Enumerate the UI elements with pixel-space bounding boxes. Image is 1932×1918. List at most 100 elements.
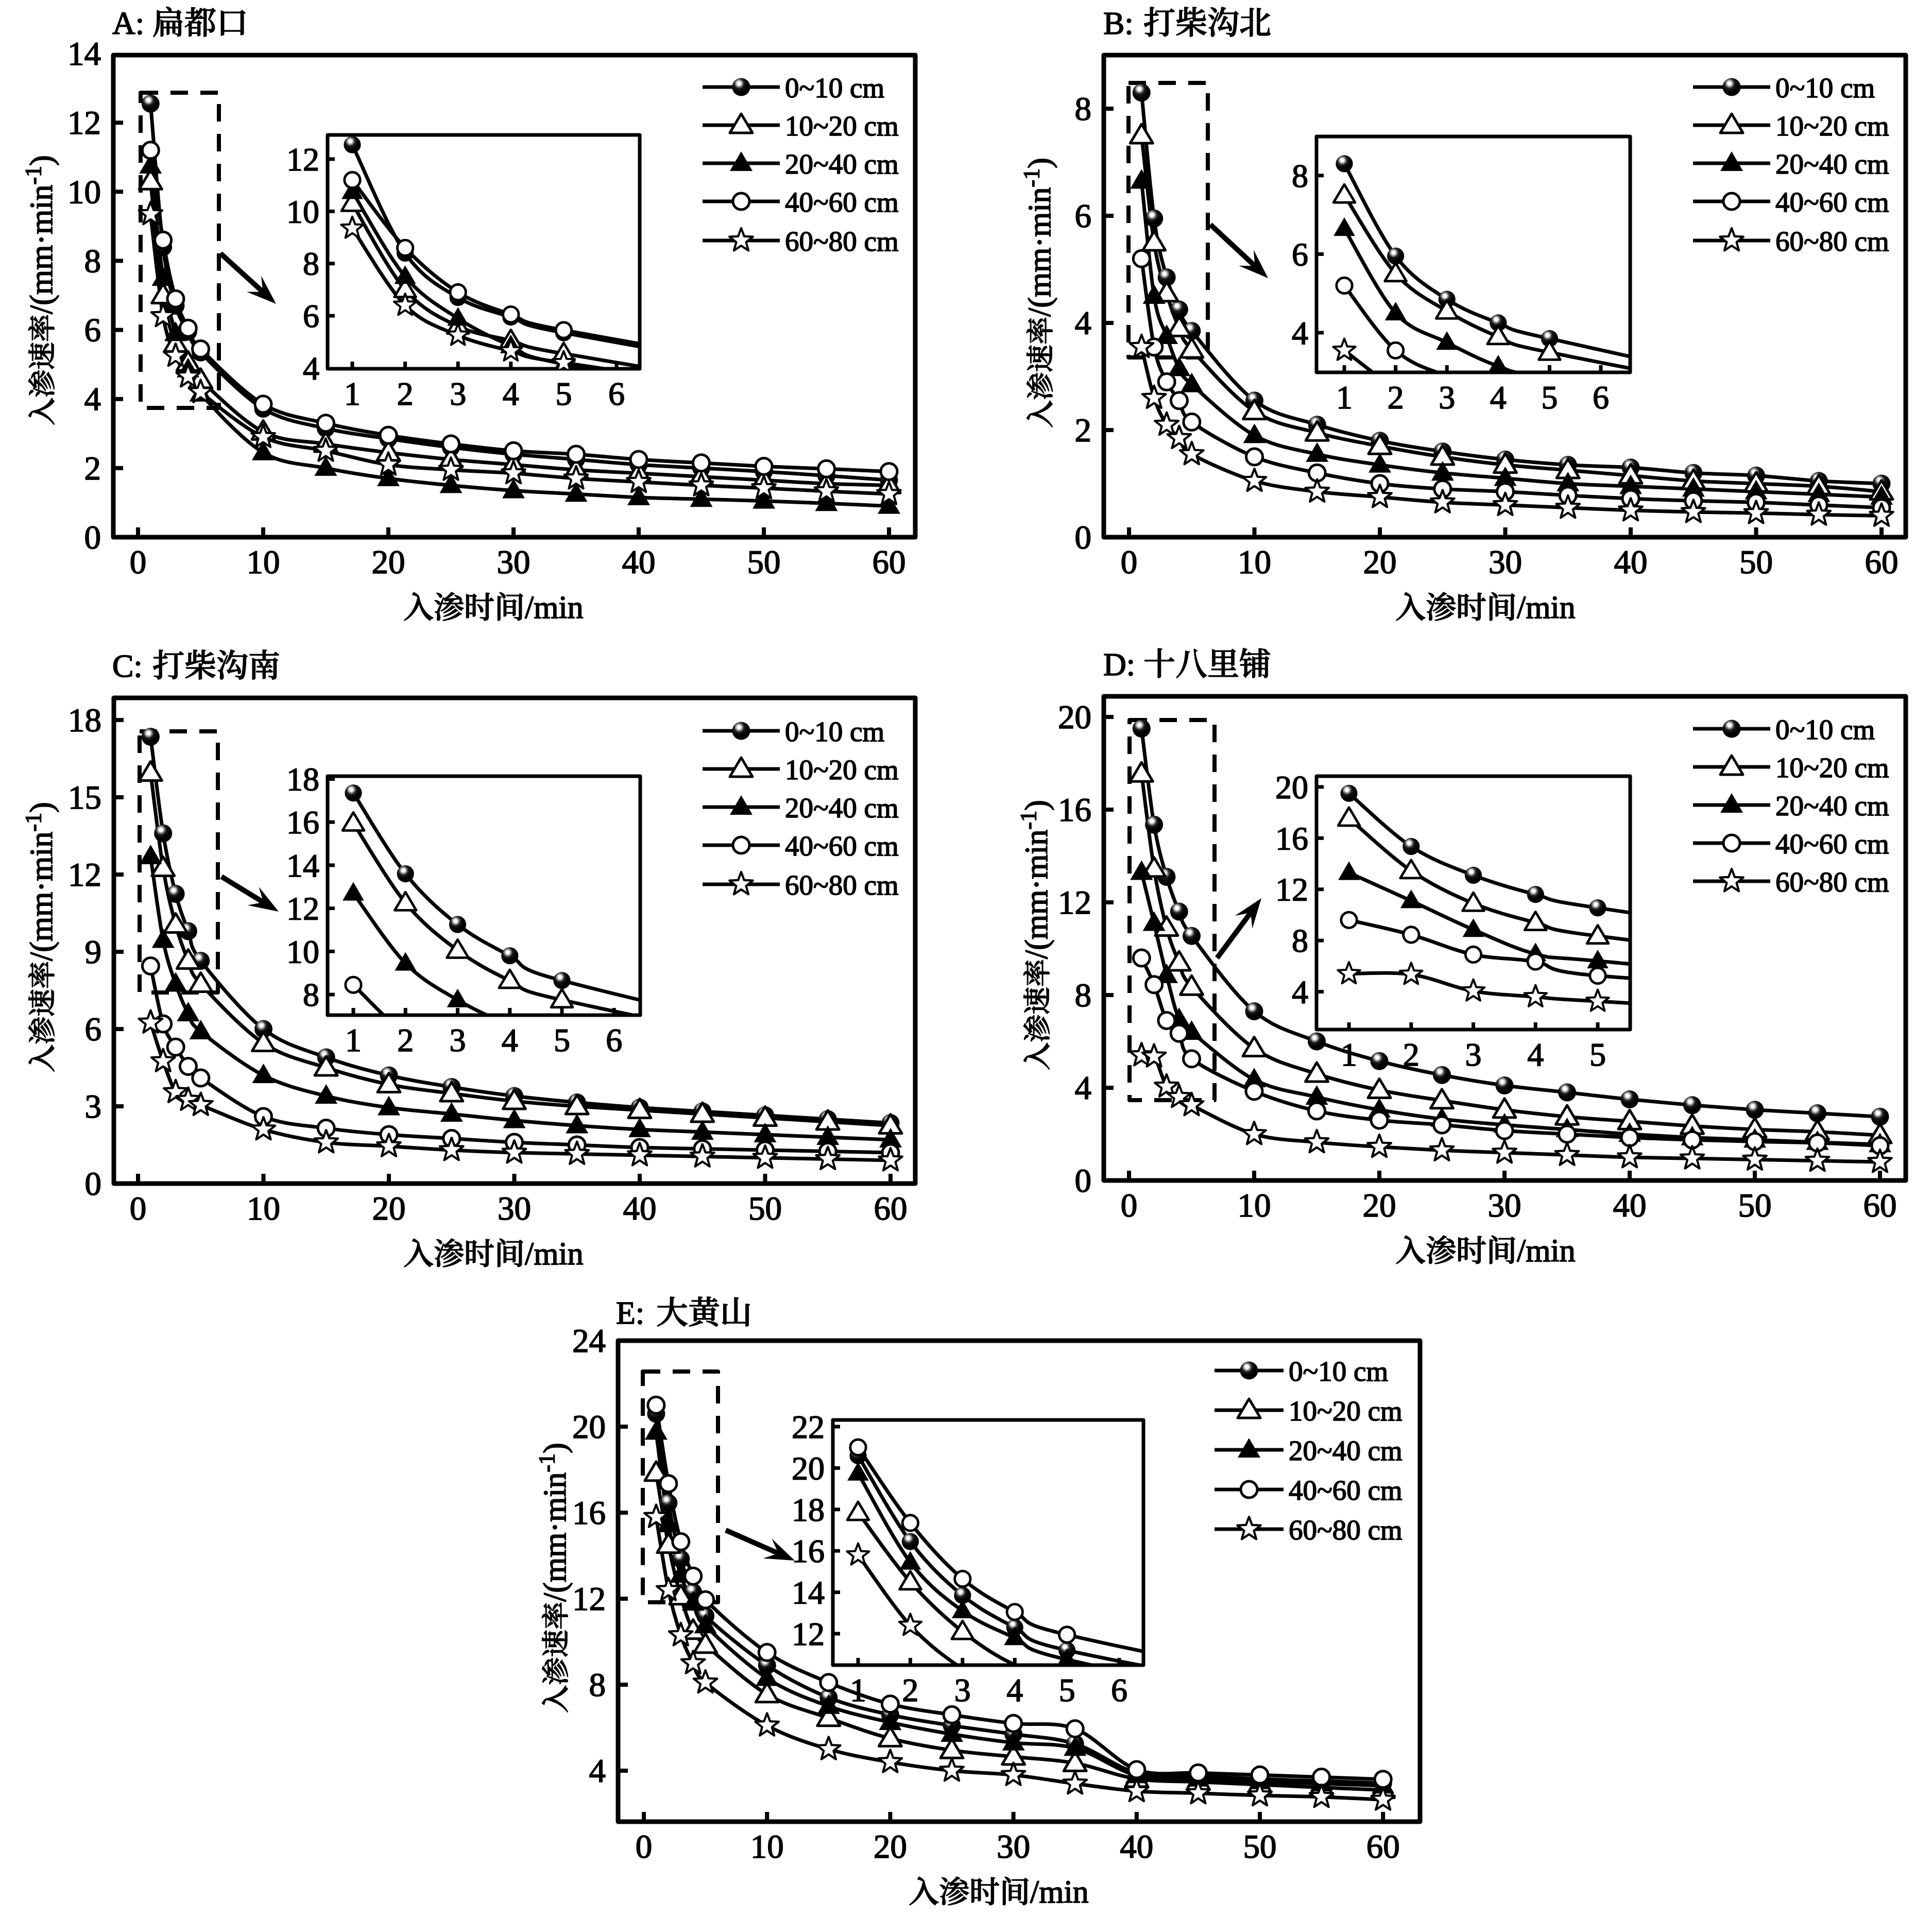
svg-text:A:: A:: [112, 6, 144, 41]
svg-text:10: 10: [247, 1190, 280, 1227]
svg-text:40~60 cm: 40~60 cm: [1775, 186, 1889, 218]
svg-text:40~60 cm: 40~60 cm: [785, 186, 899, 218]
svg-text:10: 10: [286, 933, 319, 970]
svg-text:18: 18: [68, 702, 101, 739]
svg-text:60~80 cm: 60~80 cm: [785, 226, 899, 257]
svg-text:0~10 cm: 0~10 cm: [785, 72, 884, 104]
svg-text:0: 0: [1121, 544, 1138, 581]
svg-text:14: 14: [792, 1574, 825, 1611]
svg-text:50: 50: [747, 544, 781, 581]
svg-text:4: 4: [1292, 315, 1308, 351]
svg-text:6: 6: [1111, 1672, 1127, 1708]
svg-text:10: 10: [286, 193, 319, 230]
svg-text:60: 60: [873, 544, 906, 581]
svg-text:20~40 cm: 20~40 cm: [1289, 1435, 1403, 1466]
svg-text:8: 8: [303, 977, 319, 1013]
svg-text:12: 12: [286, 890, 319, 927]
svg-text:3: 3: [1439, 379, 1455, 416]
svg-text:20: 20: [874, 1828, 907, 1865]
svg-text:4: 4: [503, 375, 519, 412]
svg-text:5: 5: [1589, 1036, 1606, 1073]
svg-text:20: 20: [372, 1190, 406, 1227]
svg-text:20~40 cm: 20~40 cm: [1775, 148, 1889, 180]
svg-text:0: 0: [636, 1828, 653, 1865]
svg-text:10: 10: [247, 544, 280, 581]
svg-text:10~20 cm: 10~20 cm: [1289, 1395, 1403, 1427]
svg-text:60: 60: [1366, 1828, 1400, 1865]
svg-text:9: 9: [85, 934, 102, 971]
svg-text:5: 5: [1059, 1672, 1075, 1708]
svg-text:30: 30: [498, 1190, 531, 1227]
svg-text:60: 60: [874, 1190, 908, 1227]
svg-text:1: 1: [850, 1672, 866, 1708]
svg-text:0: 0: [1075, 519, 1092, 556]
svg-text:B:: B:: [1103, 6, 1134, 41]
svg-text:30: 30: [1488, 1187, 1521, 1224]
svg-text:24: 24: [572, 1323, 606, 1360]
svg-text:8: 8: [589, 1667, 606, 1704]
svg-text:12: 12: [67, 105, 101, 142]
svg-text:6: 6: [85, 1011, 102, 1048]
svg-text:C:: C:: [112, 649, 143, 684]
svg-text:50: 50: [1243, 1828, 1277, 1865]
svg-text:12: 12: [792, 1616, 825, 1652]
svg-text:2: 2: [397, 1022, 414, 1058]
svg-text:20: 20: [1363, 1187, 1396, 1224]
svg-text:/min: /min: [525, 590, 584, 625]
svg-text:40~60 cm: 40~60 cm: [1775, 828, 1889, 860]
svg-text:2: 2: [902, 1672, 918, 1708]
svg-text:D:: D:: [1103, 647, 1135, 682]
svg-text:5: 5: [555, 375, 572, 412]
svg-text:60~80 cm: 60~80 cm: [1775, 226, 1889, 257]
svg-text:0: 0: [1121, 1187, 1138, 1224]
svg-text:12: 12: [68, 857, 101, 894]
svg-text:6: 6: [606, 1022, 622, 1058]
svg-text:14: 14: [286, 847, 319, 884]
svg-text:3: 3: [450, 375, 466, 412]
svg-text:30: 30: [1489, 544, 1522, 581]
svg-text:4: 4: [1075, 1070, 1092, 1107]
svg-text:8: 8: [303, 246, 319, 282]
svg-text:14: 14: [67, 36, 101, 73]
svg-text:16: 16: [792, 1533, 825, 1569]
svg-text:0~10 cm: 0~10 cm: [1775, 72, 1875, 104]
svg-text:10~20 cm: 10~20 cm: [1775, 752, 1889, 783]
svg-text:6: 6: [1075, 198, 1092, 235]
svg-text:30: 30: [997, 1828, 1030, 1865]
svg-text:3: 3: [85, 1088, 102, 1125]
svg-text:8: 8: [1075, 91, 1092, 128]
svg-text:3: 3: [450, 1022, 466, 1058]
svg-text:6: 6: [84, 312, 101, 349]
svg-text:8: 8: [1075, 977, 1092, 1014]
svg-text:0: 0: [85, 1166, 102, 1203]
svg-text:40: 40: [1614, 544, 1648, 581]
svg-text:4: 4: [1490, 379, 1507, 416]
svg-text:12: 12: [1058, 884, 1091, 921]
svg-text:2: 2: [397, 375, 414, 412]
svg-text:6: 6: [1593, 379, 1609, 416]
svg-text:30: 30: [497, 544, 531, 581]
svg-text:12: 12: [572, 1581, 606, 1618]
svg-text:50: 50: [1739, 544, 1773, 581]
svg-text:0: 0: [1075, 1162, 1092, 1200]
svg-text:2: 2: [1388, 379, 1404, 416]
svg-text:20~40 cm: 20~40 cm: [1775, 790, 1889, 821]
svg-text:15: 15: [68, 779, 101, 816]
svg-text:10: 10: [1238, 544, 1271, 581]
svg-text:10: 10: [67, 174, 101, 211]
svg-text:22: 22: [792, 1409, 825, 1445]
svg-text:5: 5: [1541, 379, 1558, 416]
svg-text:60~80 cm: 60~80 cm: [1289, 1514, 1403, 1546]
svg-text:20: 20: [372, 544, 405, 581]
svg-text:10~20 cm: 10~20 cm: [1775, 110, 1889, 142]
svg-text:20~40 cm: 20~40 cm: [785, 148, 899, 180]
svg-text:4: 4: [1075, 305, 1092, 342]
svg-text:8: 8: [1292, 922, 1308, 959]
svg-text:/min: /min: [1517, 1234, 1576, 1269]
svg-text:20: 20: [792, 1450, 825, 1486]
svg-text:4: 4: [589, 1753, 606, 1790]
svg-text:8: 8: [84, 243, 101, 280]
svg-text:1: 1: [1336, 379, 1353, 416]
svg-text:4: 4: [1006, 1672, 1023, 1708]
svg-text:40: 40: [623, 1190, 657, 1227]
